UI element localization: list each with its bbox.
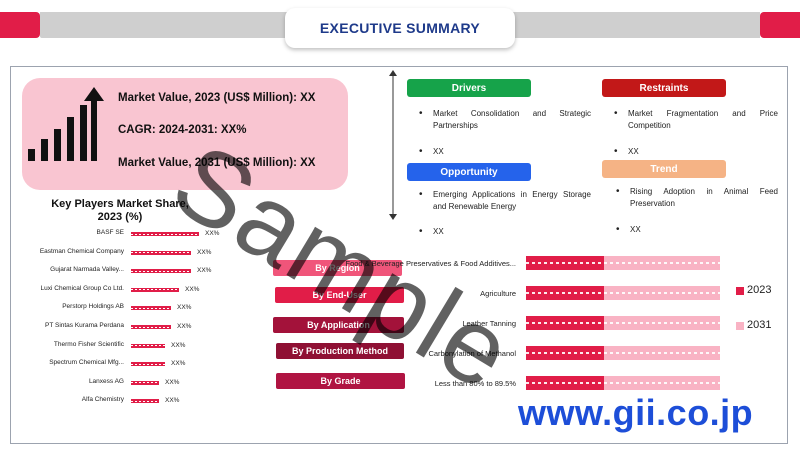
- legend-swatch-2031: [736, 322, 744, 330]
- site-watermark: www.gii.co.jp: [518, 392, 754, 433]
- chart-bar-2023: [526, 376, 604, 390]
- key-player-bar: [131, 380, 159, 385]
- chart-bar-2031: [604, 376, 720, 390]
- opportunity-item-2: XX: [419, 226, 591, 238]
- key-player-value: XX%: [165, 378, 180, 386]
- chart-bar-2023: [526, 346, 604, 360]
- trend-item-1: Rising Adoption in Animal Feed Preservat…: [616, 186, 778, 210]
- key-player-bar: [131, 306, 171, 311]
- segment-by-end-user: By End-User: [275, 287, 404, 303]
- key-player-name: Alfa Chemistry: [81, 396, 124, 404]
- key-player-name: Lanxess AG: [88, 377, 124, 385]
- chart-bar-2031: [604, 256, 720, 270]
- key-player-name: Luxi Chemical Group Co Ltd.: [40, 284, 124, 292]
- chart-bar-2023: [526, 256, 604, 270]
- chart-bar-2023: [526, 286, 604, 300]
- key-player-bar: [131, 399, 159, 404]
- summary-frame: [10, 66, 788, 444]
- segment-by-application: By Application: [273, 317, 404, 333]
- drivers-item-1: Market Consolidation and Strategic Partn…: [419, 108, 591, 132]
- key-player-value: XX%: [185, 285, 200, 293]
- chart-category-label: Leather Tanning: [462, 319, 516, 328]
- key-player-value: XX%: [165, 397, 180, 405]
- key-player-name: PT Sintas Kurama Perdana: [44, 322, 124, 329]
- key-player-name: Thermo Fisher Scientific: [53, 340, 124, 348]
- chart-bar-2023: [526, 316, 604, 330]
- key-player-value: XX%: [171, 360, 186, 368]
- key-player-bar: [131, 362, 165, 367]
- key-player-name: Perstorp Holdings AB: [62, 303, 124, 311]
- key-player-name: BASF SE: [96, 229, 124, 236]
- key-player-bar: [131, 250, 191, 255]
- chart-bar-2031: [604, 286, 720, 300]
- restraints-item-1: Market Fragmentation and Price Competiti…: [614, 108, 778, 132]
- chart-bar-2031: [604, 316, 720, 330]
- segment-by-region: By Region: [273, 260, 402, 276]
- trend-label: Trend: [602, 160, 726, 178]
- key-players-title: Key Players Market Share, 2023 (%): [51, 198, 189, 223]
- key-player-bar: [131, 287, 179, 292]
- trend-item-2: XX: [616, 224, 778, 236]
- chart-category-label: Food & Beverage Preservatives & Food Add…: [345, 259, 516, 268]
- market-value-2031: Market Value, 2031 (US$ Million): XX: [118, 157, 316, 169]
- chart-category-label: Less than 80% to 89.5%: [434, 379, 516, 388]
- key-player-value: XX%: [197, 267, 212, 275]
- opportunity-label: Opportunity: [407, 163, 531, 181]
- legend-swatch-2023: [736, 287, 744, 295]
- key-player-bar: [131, 269, 191, 274]
- header-accent-left: [0, 12, 40, 38]
- restraints-label: Restraints: [602, 79, 726, 97]
- key-player-value: XX%: [171, 341, 186, 349]
- drivers-item-2: XX: [419, 146, 591, 158]
- chart-category-label: Agriculture: [480, 289, 516, 298]
- opportunity-item-1: Emerging Applications in Energy Storage …: [419, 189, 591, 213]
- key-player-value: XX%: [205, 230, 220, 237]
- key-player-bar: [131, 325, 171, 329]
- chart-bar-2031: [604, 346, 720, 360]
- page-title: EXECUTIVE SUMMARY: [319, 20, 481, 36]
- chart-category-label: Carbonylation of Methanol: [428, 349, 516, 358]
- key-player-value: XX%: [197, 248, 212, 256]
- segment-by-grade: By Grade: [276, 373, 405, 389]
- key-player-bar: [131, 232, 199, 236]
- key-player-name: Gujarat Narmada Valley...: [50, 266, 124, 274]
- drivers-label: Drivers: [407, 79, 531, 97]
- header-band-right: [500, 12, 760, 38]
- market-cagr: CAGR: 2024-2031: XX%: [118, 124, 247, 136]
- header-band-left: [40, 12, 300, 38]
- key-player-bar: [131, 343, 165, 348]
- key-player-name: Spectrum Chemical Mfg...: [49, 359, 124, 367]
- page-title-box: EXECUTIVE SUMMARY: [285, 8, 515, 48]
- key-player-value: XX%: [177, 323, 192, 330]
- key-player-name: Eastman Chemical Company: [39, 247, 124, 255]
- double-arrow-icon: [389, 70, 397, 220]
- key-player-value: XX%: [177, 304, 192, 312]
- restraints-item-2: XX: [614, 146, 778, 158]
- legend-label-2031: 2031: [747, 319, 772, 331]
- header-accent-right: [760, 12, 800, 38]
- legend-label-2023: 2023: [747, 284, 772, 296]
- growth-bars-arrow-icon: [28, 87, 104, 161]
- market-value-box: [22, 78, 348, 190]
- market-value-2023: Market Value, 2023 (US$ Million): XX: [118, 92, 316, 104]
- segment-by-production-method: By Production Method: [276, 343, 404, 359]
